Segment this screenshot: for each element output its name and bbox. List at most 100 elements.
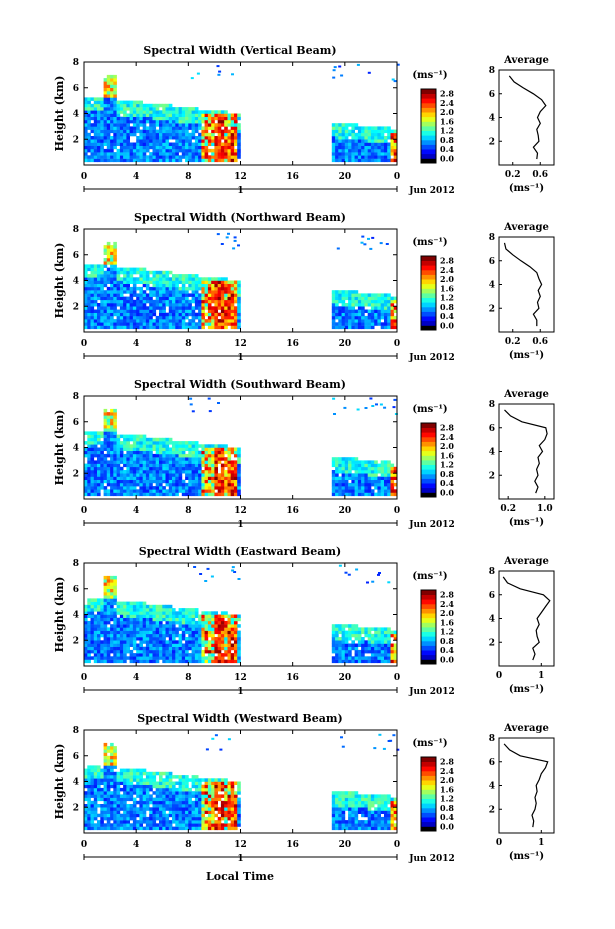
heatmap-cell bbox=[145, 299, 150, 304]
heatmap-cell bbox=[351, 463, 355, 468]
heatmap-cell bbox=[145, 444, 150, 448]
heatmap-cell bbox=[113, 781, 117, 785]
heatmap-cell bbox=[331, 290, 336, 294]
heatmap-cell bbox=[181, 312, 186, 317]
heatmap-cell bbox=[100, 791, 104, 795]
colorbar-tick-label: 2.8 bbox=[440, 423, 454, 433]
heatmap-cell bbox=[97, 781, 101, 785]
heatmap-cell bbox=[93, 608, 98, 612]
heatmap-cell bbox=[178, 322, 183, 326]
heatmap-cell bbox=[116, 312, 121, 317]
heatmap-cell bbox=[113, 611, 117, 615]
heatmap-cell bbox=[116, 126, 121, 130]
heatmap-cell bbox=[106, 415, 111, 419]
heatmap-cell bbox=[139, 826, 143, 831]
heatmap-cell bbox=[152, 453, 157, 458]
heatmap-cell bbox=[119, 312, 124, 317]
heatmap-cell bbox=[116, 129, 121, 134]
heatmap-cell bbox=[237, 148, 241, 153]
heatmap-cell bbox=[168, 113, 173, 117]
heatmap-cell bbox=[172, 444, 176, 448]
heatmap-cell bbox=[230, 479, 235, 484]
heatmap-cell bbox=[113, 264, 117, 268]
heatmap-cell bbox=[136, 296, 140, 301]
heatmap-cell bbox=[168, 608, 173, 612]
heatmap-cell bbox=[97, 116, 101, 121]
heatmap-cell bbox=[351, 656, 355, 660]
heatmap-cell bbox=[211, 643, 215, 647]
heatmap-cell bbox=[168, 123, 173, 127]
heatmap-cell bbox=[106, 476, 111, 480]
heatmap-cell bbox=[237, 142, 241, 146]
x-tick-label: 12 bbox=[234, 506, 247, 516]
heatmap-cell bbox=[84, 274, 88, 278]
heatmap-cell bbox=[113, 575, 117, 580]
heatmap-cell bbox=[338, 139, 342, 143]
heatmap-cell bbox=[175, 315, 179, 320]
heatmap-cell bbox=[106, 592, 111, 596]
average-profile-line bbox=[503, 242, 543, 327]
heatmap-cell bbox=[354, 126, 359, 130]
heatmap-cell bbox=[217, 145, 222, 150]
heatmap-cell bbox=[110, 437, 114, 442]
heatmap-cell bbox=[162, 103, 166, 108]
heatmap-cell bbox=[201, 656, 205, 660]
heatmap-cell bbox=[97, 797, 101, 802]
heatmap-cell bbox=[224, 653, 228, 657]
heatmap-cell bbox=[204, 476, 209, 480]
heatmap-cell bbox=[201, 659, 205, 664]
heatmap-cell bbox=[110, 74, 114, 79]
heatmap-cell bbox=[168, 643, 173, 647]
heatmap-cell bbox=[175, 444, 179, 448]
heatmap-cell bbox=[113, 123, 117, 127]
heatmap-cell bbox=[230, 656, 235, 660]
heatmap-cell bbox=[375, 403, 378, 406]
heatmap-cell bbox=[142, 158, 147, 163]
heatmap-cell bbox=[103, 142, 108, 146]
heatmap-cell bbox=[165, 608, 170, 612]
heatmap-cell bbox=[390, 299, 395, 304]
heatmap-cell bbox=[211, 614, 215, 618]
heatmap-cell bbox=[357, 633, 362, 638]
heatmap-cell bbox=[390, 309, 395, 313]
heatmap-cell bbox=[338, 126, 342, 130]
heatmap-cell bbox=[129, 479, 134, 484]
heatmap-cell bbox=[351, 290, 355, 294]
heatmap-cell bbox=[139, 152, 143, 156]
heatmap-cell bbox=[234, 463, 238, 468]
heatmap-cell bbox=[152, 640, 157, 644]
heatmap-cell bbox=[390, 473, 395, 477]
heatmap-cell bbox=[357, 649, 362, 654]
heatmap-cell bbox=[129, 810, 134, 814]
heatmap-cell bbox=[93, 476, 98, 480]
heatmap-cell bbox=[194, 447, 199, 451]
heatmap-cell bbox=[106, 466, 111, 471]
heatmap-cell bbox=[106, 158, 111, 163]
heatmap-cell bbox=[165, 470, 170, 474]
heatmap-cell bbox=[129, 778, 134, 782]
heatmap-cell bbox=[387, 152, 391, 156]
heatmap-cell bbox=[341, 637, 346, 641]
heatmap-cell bbox=[87, 290, 91, 294]
heatmap-cell bbox=[97, 778, 101, 782]
heatmap-cell bbox=[181, 656, 186, 660]
heatmap-cell bbox=[126, 627, 130, 631]
heatmap-cell bbox=[106, 91, 111, 95]
heatmap-cell bbox=[168, 119, 173, 124]
heatmap-cell bbox=[217, 646, 222, 651]
heatmap-cell bbox=[155, 640, 160, 644]
average-x-tick-label: 0 bbox=[496, 671, 502, 681]
heatmap-cell bbox=[119, 280, 124, 284]
heatmap-cell bbox=[100, 123, 104, 127]
heatmap-cell bbox=[165, 290, 170, 294]
heatmap-cell bbox=[116, 781, 121, 785]
heatmap-cell bbox=[387, 643, 391, 647]
heatmap-cell bbox=[172, 450, 176, 455]
heatmap-cell bbox=[136, 450, 140, 455]
heatmap-cell bbox=[204, 457, 209, 461]
heatmap-cell bbox=[390, 633, 395, 638]
heatmap-cell bbox=[220, 614, 225, 618]
heatmap-cell bbox=[377, 630, 381, 635]
heatmap-cell bbox=[207, 315, 212, 320]
heatmap-cell bbox=[93, 649, 98, 654]
